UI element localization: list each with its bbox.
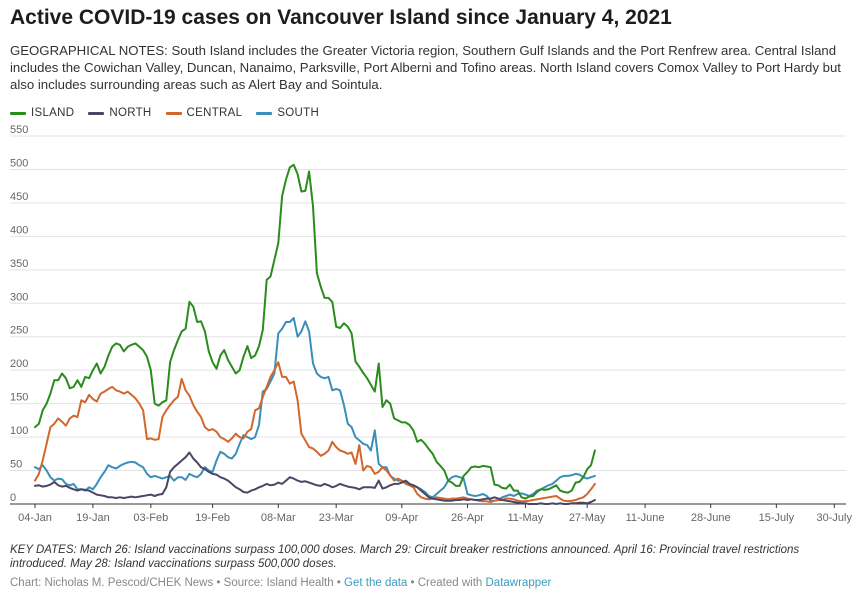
y-tick-label: 200 <box>10 358 28 370</box>
credit-middle: • Created with <box>407 577 486 589</box>
y-tick-label: 50 <box>10 459 22 471</box>
series-line-south <box>34 317 596 502</box>
y-tick-label: 300 <box>10 291 28 303</box>
legend-item-central: CENTRAL <box>165 107 243 119</box>
y-tick-label: 100 <box>10 425 28 437</box>
x-tick-label: 23-Mar <box>319 512 354 524</box>
x-tick-label: 19-Feb <box>195 512 230 524</box>
legend-swatch <box>88 111 105 115</box>
legend-label: ISLAND <box>31 107 75 119</box>
chart-credit: Chart: Nicholas M. Pescod/CHEK News • So… <box>10 577 551 589</box>
x-tick-label: 19-Jan <box>76 512 110 524</box>
x-tick-label: 04-Jan <box>18 512 52 524</box>
datawrapper-link[interactable]: Datawrapper <box>485 577 552 589</box>
legend-item-north: NORTH <box>88 107 151 119</box>
legend-item-island: ISLAND <box>10 107 74 119</box>
get-the-data-link[interactable]: Get the data <box>344 577 408 589</box>
legend-swatch <box>165 111 182 115</box>
y-tick-label: 550 <box>10 124 28 136</box>
legend-item-south: SOUTH <box>256 107 319 119</box>
legend-swatch <box>256 111 273 115</box>
x-tick-label: 15-July <box>759 512 795 524</box>
y-tick-label: 0 <box>10 492 16 504</box>
x-tick-label: 09-Apr <box>385 512 418 524</box>
x-tick-label: 11-June <box>626 512 665 524</box>
key-dates-note: KEY DATES: March 26: Island vaccinations… <box>10 544 800 570</box>
chart-legend: ISLAND NORTH CENTRAL SOUTH <box>10 107 319 119</box>
geographical-notes: GEOGRAPHICAL NOTES: South Island include… <box>10 43 841 92</box>
x-tick-label: 03-Feb <box>133 512 168 524</box>
line-chart: 0 50 100 150 200 250 300 350 400 450 500 550 04-Jan 1… <box>10 124 853 524</box>
x-tick-label: 11-May <box>507 512 543 524</box>
x-tick-label: 08-Mar <box>261 512 296 524</box>
x-tick-label: 28-June <box>691 512 731 524</box>
series-line-central <box>34 361 596 503</box>
legend-swatch <box>10 111 26 115</box>
x-tick-label: 26-Apr <box>451 512 484 524</box>
y-tick-label: 350 <box>10 258 28 270</box>
y-tick-label: 250 <box>10 325 28 337</box>
y-tick-label: 150 <box>10 392 28 404</box>
y-tick-label: 450 <box>10 191 28 203</box>
y-tick-label: 400 <box>10 224 28 236</box>
x-tick-label: 27-May <box>569 512 606 524</box>
series-line-island <box>34 163 596 500</box>
credit-prefix: Chart: Nicholas M. Pescod/CHEK News • So… <box>10 577 345 589</box>
legend-label: CENTRAL <box>186 107 243 119</box>
legend-label: SOUTH <box>277 107 320 119</box>
y-tick-label: 500 <box>10 157 28 169</box>
legend-label: NORTH <box>109 107 152 119</box>
series-line-north <box>34 451 596 505</box>
chart-title: Active COVID-19 cases on Vancouver Islan… <box>10 6 672 29</box>
x-tick-label: 30-July <box>817 512 853 524</box>
